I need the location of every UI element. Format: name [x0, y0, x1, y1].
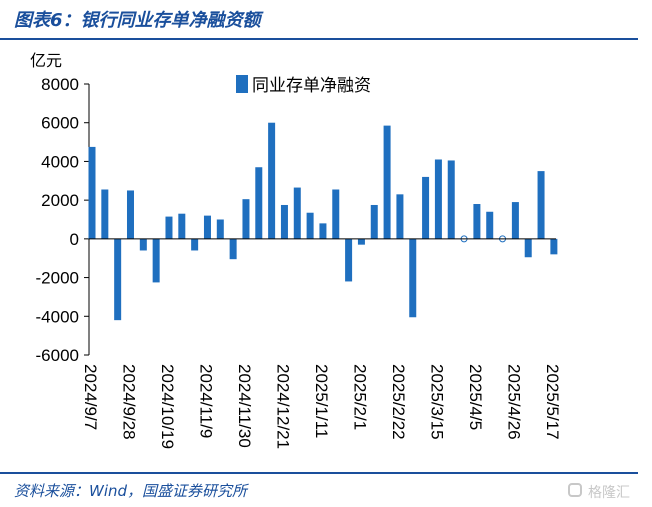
- bar: [126, 190, 134, 239]
- bar-chart: 亿元 同业存单净融资 8000 6000 4000 2000 0 -2000 -4000 -6…: [30, 52, 562, 449]
- x-tick-label: 2025/1/11: [312, 364, 331, 438]
- y-unit-label: 亿元: [30, 52, 62, 70]
- bar: [242, 199, 250, 239]
- bar: [357, 238, 365, 245]
- x-tick-label: 2025/2/1: [350, 364, 369, 430]
- x-tick-label: 2024/9/7: [81, 364, 100, 430]
- bar: [268, 122, 276, 239]
- x-tick-label: 2025/4/26: [504, 364, 523, 440]
- figure-title: 图表6：银行同业存单净融资额: [14, 10, 261, 31]
- watermark-text: 格隆汇: [588, 485, 630, 501]
- x-tick-label: 2025/4/5: [466, 364, 485, 430]
- bars: [88, 122, 558, 321]
- bar: [383, 125, 391, 239]
- y-tick-label: 8000: [41, 75, 79, 94]
- y-axis: 8000 6000 4000 2000 0 -2000 -4000 -6000: [36, 75, 90, 365]
- legend-label: 同业存单净融资: [252, 76, 371, 95]
- x-tick-label: 2025/3/15: [427, 364, 446, 440]
- y-tick-label: 4000: [41, 152, 79, 171]
- y-tick-label: 6000: [41, 114, 79, 133]
- bar: [280, 204, 288, 239]
- x-tick-label: 2025/2/22: [389, 364, 408, 440]
- y-tick-label: -6000: [36, 346, 79, 365]
- x-tick-label: 2024/9/28: [119, 364, 138, 440]
- bar: [473, 204, 481, 239]
- bar: [486, 211, 494, 239]
- source-note: 资料来源：Wind，国盛证券研究所: [14, 482, 248, 500]
- bar: [332, 189, 340, 239]
- watermark-logo-icon: [568, 483, 582, 497]
- bar: [216, 219, 224, 239]
- bar: [114, 238, 122, 321]
- bar: [370, 204, 378, 239]
- watermark: 格隆汇: [566, 480, 646, 502]
- bar: [550, 238, 558, 255]
- x-tick-label: 2024/10/19: [158, 364, 177, 449]
- bar: [434, 159, 442, 239]
- bar: [229, 238, 237, 260]
- x-axis: 2024/9/7 2024/9/28 2024/10/19 2024/11/9 2024…: [81, 238, 562, 449]
- bar: [203, 215, 211, 239]
- y-tick-label: 0: [70, 230, 79, 249]
- bar: [409, 238, 417, 318]
- bar: [537, 171, 545, 239]
- x-tick-label: 2024/11/30: [235, 364, 254, 448]
- bar: [345, 238, 353, 282]
- top-rule: [0, 38, 638, 40]
- x-tick-label: 2025/5/17: [543, 364, 562, 440]
- bar: [447, 160, 455, 239]
- bar: [422, 176, 430, 239]
- bar: [101, 189, 109, 239]
- legend: 同业存单净融资: [236, 75, 371, 95]
- legend-swatch: [236, 75, 248, 93]
- bottom-rule: [0, 472, 638, 474]
- bar: [178, 213, 186, 239]
- bar: [191, 238, 199, 251]
- bar: [88, 146, 96, 239]
- y-tick-label: 2000: [41, 191, 79, 210]
- bar: [152, 238, 160, 283]
- bar: [524, 238, 532, 258]
- bar: [255, 167, 263, 239]
- bar: [306, 212, 314, 239]
- bar: [165, 216, 173, 239]
- bar: [319, 223, 327, 239]
- bar: [511, 202, 519, 239]
- x-tick-label: 2024/12/21: [273, 364, 292, 449]
- y-tick-label: -4000: [36, 307, 79, 326]
- y-tick-label: -2000: [36, 269, 79, 288]
- x-tick-label: 2024/11/9: [196, 364, 215, 438]
- bar: [396, 194, 404, 239]
- bar: [293, 187, 301, 239]
- bar: [139, 238, 147, 251]
